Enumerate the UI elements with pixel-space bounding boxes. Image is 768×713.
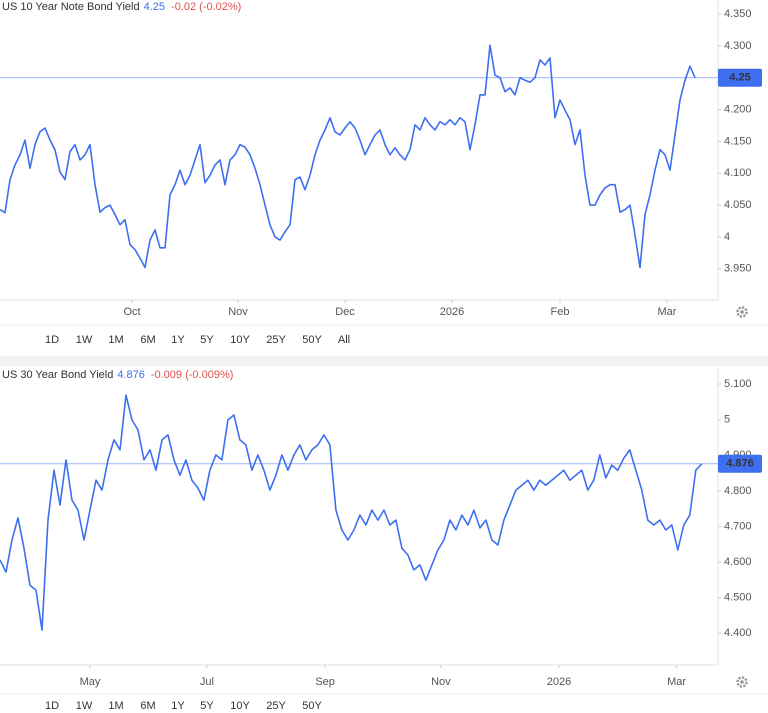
y-tick-label: 5 bbox=[724, 414, 730, 426]
y-tick-label: 3.950 bbox=[724, 263, 752, 275]
chart-header: US 10 Year Note Bond Yield 4.25 -0.02 (-0.… bbox=[2, 1, 241, 13]
range-button[interactable]: 6M bbox=[140, 334, 155, 346]
chart-header: US 30 Year Bond Yield 4.876 -0.009 (-0.009… bbox=[2, 369, 233, 381]
range-button[interactable]: 1W bbox=[76, 334, 93, 346]
x-tick-label: Jul bbox=[200, 676, 214, 688]
y-tick-label: 4.350 bbox=[724, 8, 752, 20]
x-tick-label: Sep bbox=[315, 676, 335, 688]
x-tick-label: 2026 bbox=[440, 306, 464, 318]
last-value-label: 4.25 bbox=[729, 72, 750, 84]
gear-ring bbox=[736, 306, 748, 318]
x-tick-label: 2026 bbox=[547, 676, 571, 688]
y-tick-label: 4.700 bbox=[724, 520, 752, 532]
range-button[interactable]: 10Y bbox=[230, 700, 250, 712]
y-tick-label: 4.100 bbox=[724, 167, 752, 179]
y-tick-label: 4.200 bbox=[724, 103, 752, 115]
range-button[interactable]: 50Y bbox=[302, 700, 322, 712]
header-change: -0.02 (-0.02%) bbox=[171, 1, 241, 13]
y-tick-label: 4.600 bbox=[724, 556, 752, 568]
range-button[interactable]: 1Y bbox=[171, 334, 185, 346]
x-tick-label: Nov bbox=[228, 306, 248, 318]
y-tick-label: 4.500 bbox=[724, 592, 752, 604]
chart-title: US 30 Year Bond Yield bbox=[2, 369, 113, 381]
y-tick-label: 4.800 bbox=[724, 485, 752, 497]
y-tick-label: 4 bbox=[724, 231, 730, 243]
range-button[interactable]: 1Y bbox=[171, 700, 185, 712]
range-button[interactable]: 1M bbox=[108, 334, 123, 346]
settings-gear[interactable] bbox=[736, 306, 748, 318]
last-value-label: 4.876 bbox=[726, 458, 754, 470]
range-button[interactable]: 1D bbox=[45, 700, 59, 712]
x-tick-label: May bbox=[80, 676, 101, 688]
panel-gap bbox=[0, 356, 768, 366]
range-button[interactable]: 1D bbox=[45, 334, 59, 346]
y-tick-label: 4.300 bbox=[724, 40, 752, 52]
header-change: -0.009 (-0.009%) bbox=[151, 369, 234, 381]
last-value-box bbox=[718, 68, 762, 87]
x-tick-label: Feb bbox=[551, 306, 570, 318]
range-button[interactable]: 25Y bbox=[266, 700, 286, 712]
range-button[interactable]: 50Y bbox=[302, 334, 322, 346]
yield-line bbox=[0, 44, 696, 269]
gear-ring bbox=[736, 676, 748, 688]
x-tick-label: Oct bbox=[123, 306, 140, 318]
x-tick-label: Mar bbox=[667, 676, 686, 688]
x-tick-label: Mar bbox=[658, 306, 677, 318]
range-button[interactable]: 1W bbox=[76, 700, 93, 712]
yield-line bbox=[0, 394, 703, 631]
gear-hub bbox=[740, 680, 744, 684]
chart-title: US 10 Year Note Bond Yield bbox=[2, 1, 140, 13]
range-button[interactable]: 6M bbox=[140, 700, 155, 712]
range-button[interactable]: 1M bbox=[108, 700, 123, 712]
gear-hub bbox=[740, 310, 744, 314]
y-tick-label: 5.100 bbox=[724, 378, 752, 390]
range-button[interactable]: 25Y bbox=[266, 334, 286, 346]
x-tick-label: Nov bbox=[431, 676, 451, 688]
range-button[interactable]: 5Y bbox=[200, 334, 214, 346]
range-button[interactable]: All bbox=[338, 334, 350, 346]
x-tick-label: Dec bbox=[335, 306, 355, 318]
header-value: 4.25 bbox=[144, 1, 165, 13]
settings-gear[interactable] bbox=[736, 676, 748, 688]
range-button[interactable]: 10Y bbox=[230, 334, 250, 346]
range-button[interactable]: 5Y bbox=[200, 700, 214, 712]
y-tick-label: 4.150 bbox=[724, 135, 752, 147]
header-value: 4.876 bbox=[117, 369, 145, 381]
y-tick-label: 4.400 bbox=[724, 627, 752, 639]
y-tick-label: 4.050 bbox=[724, 199, 752, 211]
last-value-box bbox=[718, 454, 762, 473]
